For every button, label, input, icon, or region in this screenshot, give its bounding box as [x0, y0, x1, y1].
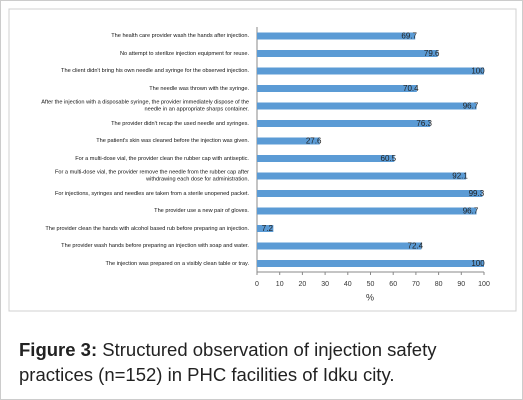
bar	[257, 172, 467, 180]
category-label: The provider clean the hands with alcoho…	[45, 225, 249, 232]
x-tick-label: 30	[321, 281, 329, 288]
x-tick-label: 50	[367, 281, 375, 288]
bar	[257, 85, 417, 92]
x-tick-label: 20	[299, 281, 307, 288]
figure-label: Figure 3:	[19, 339, 98, 360]
x-tick-label: 60	[389, 281, 397, 288]
x-axis-label: %	[366, 292, 374, 302]
category-label: For a multi-dose vial, the provider clea…	[75, 155, 249, 162]
x-tick-label: 80	[435, 281, 443, 288]
value-label: 79.6	[424, 49, 440, 58]
value-label: 99.3	[469, 189, 485, 198]
value-label: 60.5	[381, 154, 397, 163]
value-label: 69.7	[401, 32, 417, 41]
x-tick-label: 40	[344, 281, 352, 288]
bar	[257, 155, 395, 162]
x-tick-label: 10	[276, 281, 284, 288]
value-label: 100	[471, 67, 485, 76]
category-label: The provider use a new pair of gloves.	[154, 207, 249, 214]
category-label: No attempt to sterilize injection equipm…	[119, 50, 249, 57]
category-label: The provider wash hands before preparing…	[61, 242, 249, 249]
category-label: For a multi-dose vial, the provider remo…	[54, 169, 249, 183]
value-label: 100	[471, 259, 485, 268]
category-label: The provider didn't recap the used needl…	[111, 120, 249, 127]
x-tick-label: 0	[255, 281, 259, 288]
bar	[257, 207, 477, 215]
value-label: 76.3	[416, 119, 432, 128]
category-label: The injection was prepared on a visibly …	[105, 260, 249, 267]
value-label: 70.4	[403, 84, 419, 93]
bar	[257, 190, 483, 197]
bar	[257, 260, 484, 267]
value-label: 92.1	[452, 172, 468, 181]
category-label: The client didn't bring his own needle a…	[61, 67, 249, 74]
x-tick-label: 70	[412, 281, 420, 288]
x-tick-label: 100	[478, 281, 490, 288]
value-label: 27.6	[306, 137, 322, 146]
value-label: 7.2	[262, 224, 274, 233]
caption-text: Structured observation of injection safe…	[19, 339, 437, 385]
category-label: The patient's skin was cleaned before th…	[96, 137, 249, 144]
bar	[257, 225, 274, 232]
bar	[257, 67, 484, 75]
bar	[257, 50, 438, 57]
category-label: For injections, syringes and needles are…	[54, 190, 249, 197]
bar	[257, 102, 477, 110]
caption: Figure 3: Structured observation of inje…	[19, 337, 489, 387]
category-label: The needle was thrown with the syringe.	[149, 85, 249, 92]
x-tick-label: 90	[457, 281, 465, 288]
value-label: 96.7	[463, 102, 479, 111]
category-label: The health care provider wash the hands …	[111, 32, 249, 39]
bar	[257, 32, 416, 40]
bar	[257, 120, 431, 127]
value-label: 72.4	[408, 242, 424, 251]
category-label: After the injection with a disposable sy…	[41, 99, 249, 113]
bar	[257, 137, 320, 145]
value-label: 96.7	[463, 207, 479, 216]
bar	[257, 242, 422, 250]
